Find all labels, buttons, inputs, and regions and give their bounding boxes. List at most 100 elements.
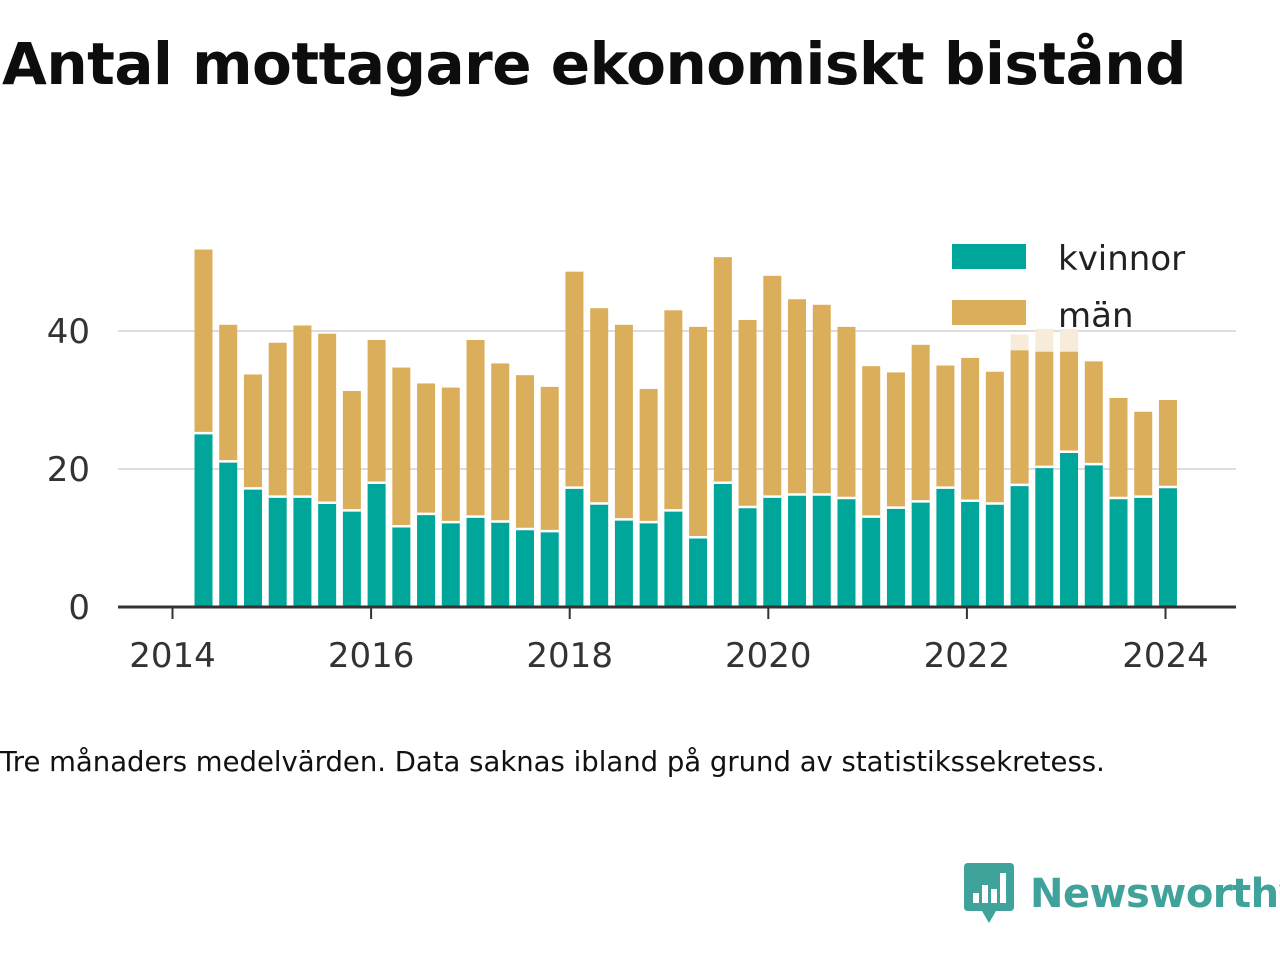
bar-kvinnor [515,529,534,607]
bar-kvinnor [1158,486,1177,607]
x-tick-label: 2016 [328,636,415,676]
bar-man [590,308,609,504]
bar-kvinnor [1010,484,1029,607]
bar-man [1134,411,1153,497]
x-tick-label: 2020 [725,636,812,676]
bar-kvinnor [1084,464,1103,607]
bar-kvinnor [985,503,1004,607]
bar-kvinnor [812,494,831,607]
bar-man [763,275,782,497]
bar-kvinnor [491,521,510,607]
y-tick-label: 0 [68,588,90,628]
bar-kvinnor [837,497,856,607]
bar-man [1060,351,1079,452]
bar-man [886,372,905,508]
bar-man [862,366,881,517]
newsworthy-brand[interactable]: Newsworthy [964,862,1280,926]
bar-man [812,304,831,495]
bar-kvinnor [763,496,782,607]
bar-man [491,363,510,522]
bar-man [540,386,559,532]
y-tick-label: 20 [47,450,90,490]
bar-kvinnor [936,487,955,607]
bar-kvinnor [417,513,436,607]
bar-kvinnor [738,506,757,607]
bar-man [367,339,386,483]
bar-kvinnor [466,516,485,607]
bar-man [837,326,856,498]
bar-kvinnor [243,488,262,607]
x-tick-label: 2014 [129,636,216,676]
x-tick-label: 2024 [1122,636,1209,676]
chart-footnote: Tre månaders medelvärden. Data saknas ib… [0,746,1105,778]
legend: kvinnor män [952,239,1185,336]
bar-man [1158,400,1177,487]
x-tick-label: 2018 [526,636,613,676]
bar-man [318,333,337,503]
bar-man [738,319,757,507]
bar-man [936,365,955,488]
bar-kvinnor [194,433,213,607]
missing-data-markers [1010,328,1079,352]
chart-title: Antal mottagare ekonomiskt bistånd [2,30,1187,98]
bar-man [441,387,460,523]
bar-kvinnor [639,522,658,607]
bar-kvinnor [862,516,881,607]
bar-man [1010,350,1029,485]
bar-man [713,257,732,483]
legend-swatch-man [952,300,1026,325]
x-tick-label: 2022 [924,636,1011,676]
bar-man [911,344,930,502]
bar-kvinnor [1134,496,1153,607]
bar-kvinnor [342,510,361,607]
bar-kvinnor [1035,466,1054,607]
bar-kvinnor [540,531,559,607]
legend-swatch-kvinnor [952,244,1026,269]
bar-man [1109,397,1128,498]
bar-man [1035,351,1054,467]
bar-man [985,371,1004,504]
bars [194,249,1177,607]
missing-data-marker [1060,328,1079,352]
bar-man [664,310,683,511]
bar-kvinnor [614,519,633,607]
missing-data-marker [1035,328,1054,352]
bar-kvinnor [1109,497,1128,607]
axes: 0 20 40 2014 2016 2018 2020 2022 2024 [47,312,1236,676]
bar-man [614,324,633,520]
bar-man [565,271,584,488]
bar-man [1084,361,1103,465]
bar-man [417,383,436,514]
bar-man [466,339,485,517]
bar-kvinnor [1060,451,1079,607]
bar-man [392,367,411,527]
bar-kvinnor [713,482,732,607]
bar-man [243,374,262,489]
bar-kvinnor [219,461,238,607]
bar-kvinnor [293,496,312,607]
bar-man [689,326,708,538]
legend-label-man: män [1058,296,1134,336]
bar-man [268,342,287,497]
bar-man [342,391,361,511]
legend-label-kvinnor: kvinnor [1058,239,1185,279]
bar-man [219,324,238,462]
bar-kvinnor [590,503,609,607]
stacked-bar-chart: 0 20 40 2014 2016 2018 2020 2022 2024 kvinnor mä… [47,239,1236,676]
bar-kvinnor [664,510,683,607]
missing-data-marker [1010,334,1029,351]
bar-man [194,249,213,434]
bar-kvinnor [367,482,386,607]
newsworthy-logo-icon [964,863,1014,923]
bar-kvinnor [886,507,905,607]
bar-man [515,375,534,530]
y-tick-label: 40 [47,312,90,352]
brand-name: Newsworthy [1030,871,1280,917]
bar-man [639,388,658,523]
bar-kvinnor [565,487,584,607]
bar-man [293,325,312,497]
bar-kvinnor [441,522,460,607]
bar-kvinnor [318,502,337,607]
bar-kvinnor [961,500,980,607]
bar-kvinnor [392,526,411,607]
